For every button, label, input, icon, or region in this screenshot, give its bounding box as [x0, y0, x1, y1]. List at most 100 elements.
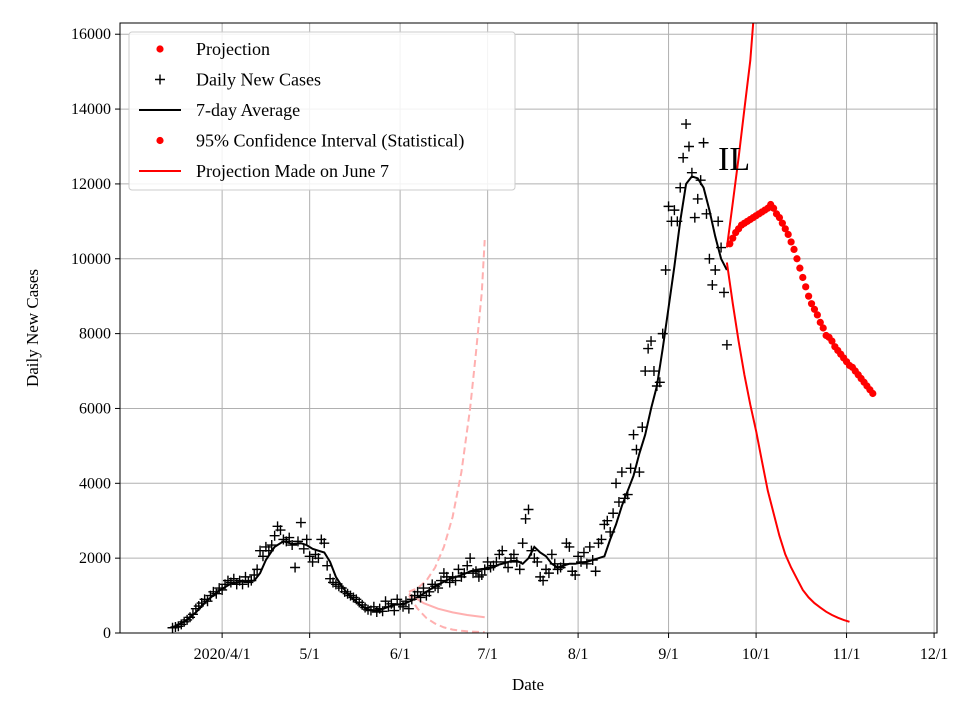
series-daily-new-cases: [167, 119, 732, 633]
data-point: [514, 564, 525, 575]
data-point: [482, 556, 493, 567]
data-point: [523, 504, 534, 515]
x-tick-label: 9/1: [658, 646, 678, 663]
data-point: [640, 366, 651, 377]
data-point: [713, 216, 724, 227]
data-point: [377, 606, 388, 617]
series-95-confidence-interval-statistical: [725, 23, 755, 248]
x-tick-label: 5/1: [299, 646, 319, 663]
data-point: [578, 547, 589, 558]
data-point: [389, 605, 400, 616]
y-axis: 0 2000 4000 6000 8000 10000 12000 14000 16000: [71, 26, 120, 642]
data-point: [549, 558, 560, 569]
data-point: [290, 562, 301, 573]
data-point: [491, 556, 502, 567]
y-tick-label: 0: [103, 625, 111, 642]
chart-annotation: IL: [718, 141, 750, 178]
data-point: [450, 575, 461, 586]
data-point: [546, 549, 557, 560]
projection-point: [819, 324, 827, 332]
data-point: [307, 556, 318, 567]
data-point: [517, 538, 528, 549]
data-point: [453, 564, 464, 575]
y-tick-label: 4000: [79, 475, 111, 492]
data-point: [584, 541, 595, 552]
data-point: [435, 575, 446, 586]
data-point: [322, 560, 333, 571]
legend-label: Projection: [196, 39, 270, 59]
data-point: [252, 564, 263, 575]
data-point: [532, 556, 543, 567]
projection-point: [793, 255, 801, 263]
data-point: [646, 336, 657, 347]
data-point: [570, 569, 581, 580]
x-tick-label: 11/1: [833, 646, 861, 663]
projection-point: [799, 273, 807, 282]
data-point: [511, 556, 522, 567]
data-point: [631, 444, 642, 455]
data-point: [686, 167, 697, 178]
data-point: [392, 594, 403, 605]
data-point: [701, 208, 712, 219]
data-point: [718, 287, 729, 298]
legend-marker-plus: [155, 74, 165, 85]
data-point: [465, 553, 476, 564]
data-point: [587, 555, 598, 566]
data-point: [643, 343, 654, 354]
data-point: [462, 560, 473, 571]
data-point: [710, 264, 721, 275]
data-point: [319, 538, 330, 549]
data-point: [634, 467, 645, 478]
data-point: [660, 264, 671, 275]
data-point: [246, 575, 257, 586]
data-point: [269, 530, 280, 541]
data-point: [608, 508, 619, 519]
data-point: [412, 586, 423, 597]
data-point: [398, 601, 409, 612]
projection-point: [770, 204, 778, 212]
x-tick-label: 12/1: [920, 646, 948, 663]
data-point: [459, 568, 470, 579]
data-point: [497, 545, 508, 556]
legend-marker-dot: [156, 45, 164, 53]
data-point: [564, 541, 575, 552]
data-point: [611, 478, 622, 489]
y-tick-label: 8000: [79, 326, 111, 343]
data-point: [669, 205, 680, 216]
data-point: [202, 596, 213, 607]
data-point: [657, 328, 668, 339]
data-point: [266, 540, 277, 551]
data-point: [444, 577, 455, 588]
x-tick-label: 8/1: [568, 646, 588, 663]
data-point: [476, 569, 487, 580]
data-point: [692, 193, 703, 204]
y-tick-label: 10000: [71, 251, 111, 268]
data-point: [573, 551, 584, 562]
data-point: [707, 279, 718, 290]
data-point: [698, 137, 709, 148]
data-point: [187, 609, 198, 620]
data-point: [400, 596, 411, 607]
data-point: [287, 540, 298, 551]
data-point: [479, 564, 490, 575]
x-axis: 2020/4/15/16/17/18/19/110/111/112/12021/…: [194, 633, 948, 663]
data-point: [663, 201, 674, 212]
data-point: [602, 515, 613, 526]
legend-box: [128, 31, 516, 191]
y-tick-label: 16000: [71, 26, 111, 43]
projection-point: [784, 230, 792, 239]
data-point: [418, 583, 429, 594]
projection-point: [828, 337, 836, 345]
data-point: [654, 377, 665, 388]
data-point: [503, 562, 514, 573]
data-point: [543, 568, 554, 579]
data-point: [683, 141, 694, 152]
data-point: [538, 575, 549, 586]
projection-point: [787, 238, 795, 246]
data-point: [616, 467, 627, 478]
data-point: [433, 583, 444, 594]
series-june-projection-central: [408, 592, 485, 619]
data-point: [613, 497, 624, 508]
data-point: [605, 526, 616, 537]
data-point: [596, 534, 607, 545]
